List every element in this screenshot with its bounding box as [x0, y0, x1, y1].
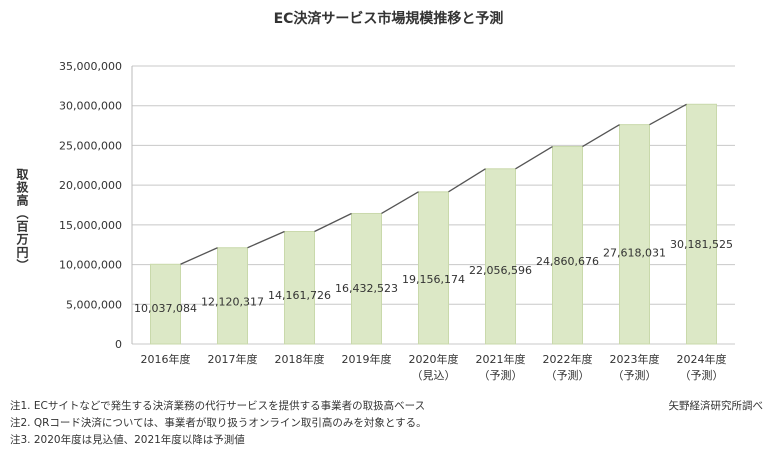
bar-value-label: 10,037,084 [134, 302, 197, 315]
x-tick-sublabel: （見込） [412, 369, 456, 382]
y-axis-label: 取扱高（百万円） [15, 168, 29, 272]
trend-line-segment [649, 103, 687, 126]
bar [418, 191, 449, 345]
x-tick-label: 2016年度 [141, 352, 191, 366]
footnote-2: 注2. QRコード決済については、事業者が取り扱うオンライン取引高のみを対象とす… [10, 417, 427, 429]
trend-line-segment [314, 212, 352, 233]
footnotes: 注1. ECサイトなどで発生する決済業務の代行サービスを提供する事業者の取扱高ベ… [10, 398, 427, 449]
bar-value-label: 30,181,525 [670, 238, 733, 251]
footnote-3: 注3. 2020年度は見込値、2021年度以降は予測値 [10, 434, 245, 446]
x-tick-label: 2023年度 [610, 352, 660, 366]
bar-value-label: 16,432,523 [335, 282, 398, 295]
bar-value-label: 12,120,317 [201, 295, 264, 308]
bar [485, 168, 516, 345]
x-tick-label: 2019年度 [342, 352, 392, 366]
bar-value-label: 22,056,596 [469, 264, 532, 277]
y-tick-label: 35,000,000 [59, 60, 122, 73]
bar-chart: 10,037,084 12,120,317 14,161,726 16,432,523… [59, 60, 735, 382]
bar [217, 247, 248, 345]
trend-line-segment [515, 145, 553, 170]
x-tick-label: 2020年度 [409, 352, 459, 366]
bar-value-label: 14,161,726 [268, 289, 331, 302]
x-tick-label: 2022年度 [543, 352, 593, 366]
bar-value-label: 19,156,174 [402, 273, 465, 286]
chart-title: EC決済サービス市場規模推移と予測 [273, 11, 504, 27]
trend-line-segment [247, 230, 285, 249]
x-tick-sublabel: （予測） [680, 368, 724, 382]
trend-line-segment [582, 124, 620, 148]
trend-line-segment [448, 168, 486, 193]
y-tick-label: 15,000,000 [59, 219, 122, 232]
bar [619, 124, 650, 345]
y-tick-label: 20,000,000 [59, 179, 122, 192]
bar [552, 146, 583, 345]
x-tick-sublabel: （予測） [613, 368, 657, 382]
bar [351, 212, 382, 345]
y-tick-label: 10,000,000 [59, 259, 122, 272]
y-tick-label: 5,000,000 [66, 298, 122, 311]
source-note: 矢野経済研究所調べ [668, 400, 764, 412]
x-tick-label: 2017年度 [208, 352, 258, 366]
y-tick-label: 25,000,000 [59, 139, 122, 152]
x-tick-label: 2024年度 [677, 352, 727, 366]
trend-line-segment [180, 247, 218, 265]
bar-value-label: 27,618,031 [603, 246, 666, 259]
bar [284, 231, 315, 345]
y-tick-label: 30,000,000 [59, 100, 122, 113]
x-tick-sublabel: （予測） [479, 368, 523, 382]
bar [150, 263, 181, 345]
y-tick-label: 0 [115, 338, 122, 351]
x-tick-sublabel: （予測） [546, 368, 590, 382]
x-tick-label: 2021年度 [476, 352, 526, 366]
trend-line-segment [381, 191, 419, 215]
bar [686, 103, 717, 345]
x-tick-label: 2018年度 [275, 352, 325, 366]
bar-value-label: 24,860,676 [536, 255, 599, 268]
footnote-1: 注1. ECサイトなどで発生する決済業務の代行サービスを提供する事業者の取扱高ベ… [10, 400, 426, 412]
